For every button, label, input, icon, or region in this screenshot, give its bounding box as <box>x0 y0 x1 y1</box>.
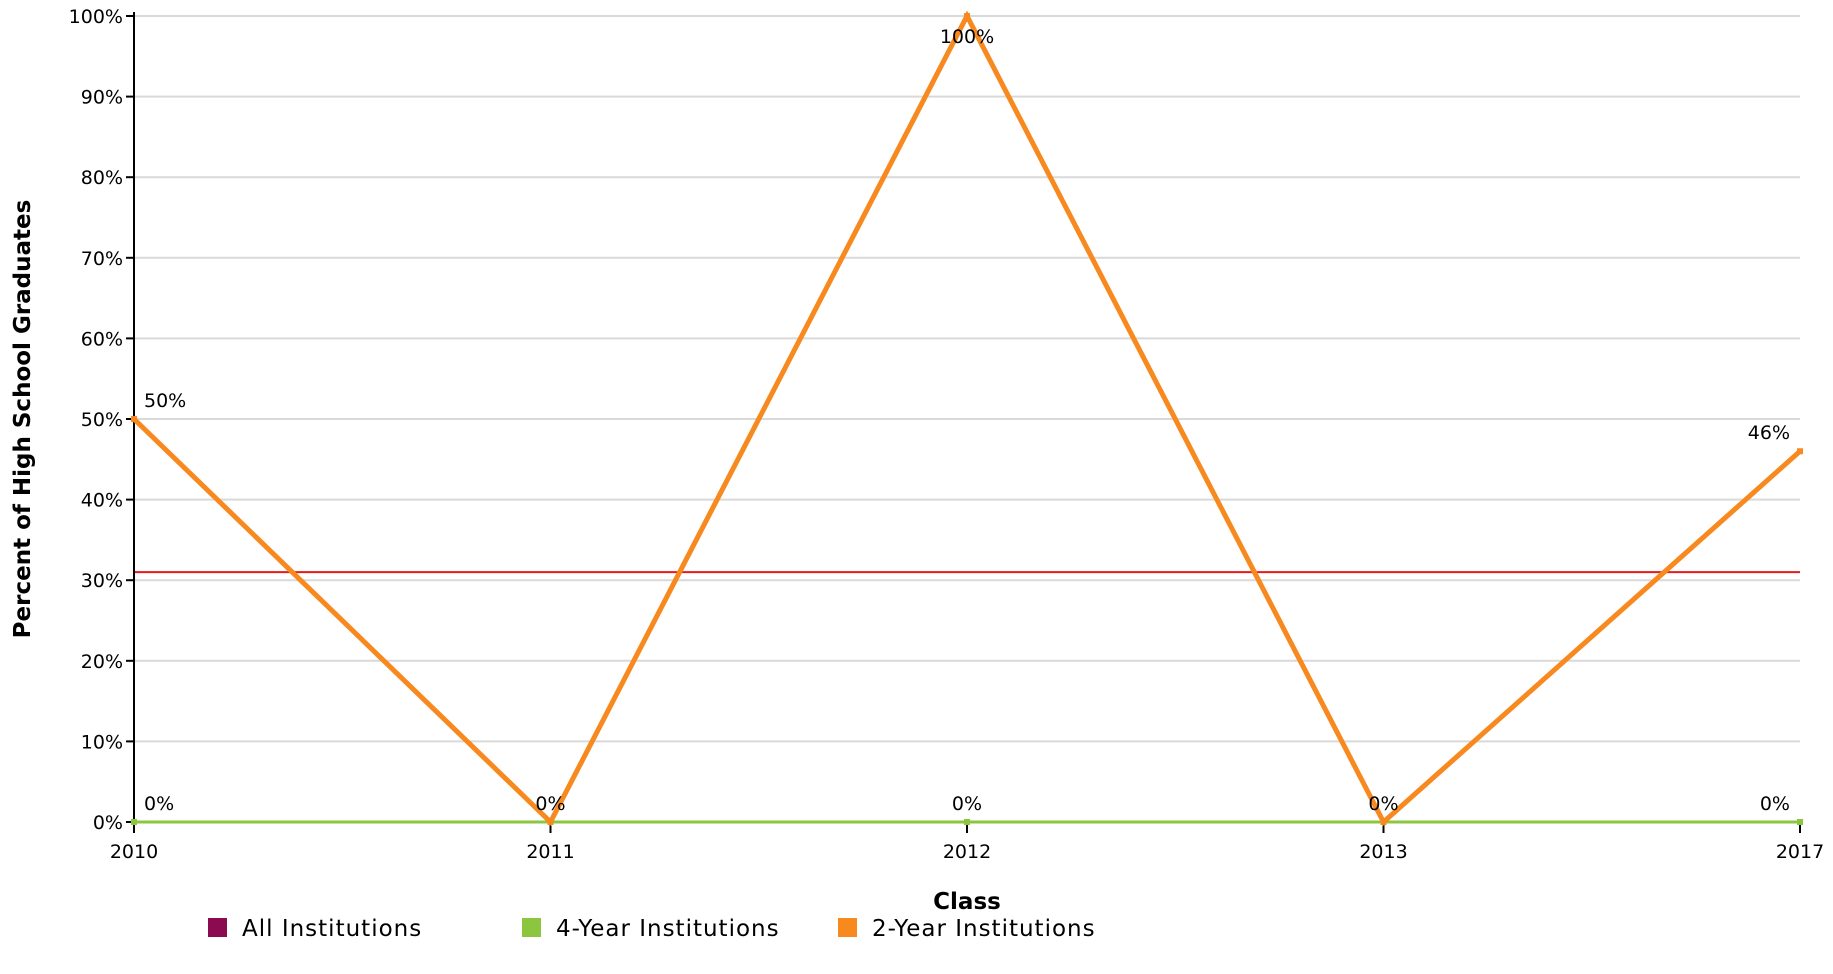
data-label: 0% <box>952 793 982 815</box>
data-point <box>131 416 137 422</box>
legend-label: 2-Year Institutions <box>872 916 1096 942</box>
legend-swatch <box>838 918 857 937</box>
data-point <box>1797 819 1803 825</box>
series-layer <box>131 10 1803 827</box>
data-point <box>964 819 970 825</box>
y-tick-label: 30% <box>81 570 123 592</box>
y-tick-label: 60% <box>81 328 123 350</box>
legend-label: 4-Year Institutions <box>556 916 780 942</box>
data-label: 46% <box>1748 422 1790 444</box>
y-tick-label: 40% <box>81 490 123 512</box>
data-label: 50% <box>144 390 186 412</box>
x-tick-label: 2011 <box>526 841 574 863</box>
x-tick-label: 2017 <box>1776 841 1824 863</box>
x-tick-label: 2013 <box>1359 841 1407 863</box>
gridlines <box>134 15 1800 743</box>
data-label: 100% <box>940 26 994 48</box>
y-tick-label: 70% <box>81 248 123 270</box>
x-tick-label: 2010 <box>110 841 158 863</box>
data-label: 0% <box>144 793 174 815</box>
data-label: 0% <box>1368 793 1398 815</box>
axes: 0% 10% 20% 30% 40% 50% 60% 70% 80% 90% 100% 2010 201… <box>69 6 1825 863</box>
y-tick-label: 0% <box>93 812 123 834</box>
legend-label: All Institutions <box>242 916 422 942</box>
y-tick-label: 20% <box>81 651 123 673</box>
data-point <box>1380 819 1387 825</box>
data-label: 0% <box>1760 793 1790 815</box>
data-point <box>547 819 554 825</box>
y-tick-label: 80% <box>81 167 123 189</box>
data-labels: 0% 0% 0% 0% 0% 50% 100% 46% <box>144 26 1790 815</box>
x-axis-title: Class <box>933 889 1001 915</box>
y-tick-label: 100% <box>69 6 123 28</box>
data-label: 0% <box>535 793 565 815</box>
legend: All Institutions 4-Year Institutions 2-Yea… <box>208 916 1096 942</box>
legend-swatch <box>208 918 227 937</box>
data-point <box>131 819 137 825</box>
y-axis-title: Percent of High School Graduates <box>10 200 36 639</box>
x-tick-label: 2012 <box>943 841 991 863</box>
legend-swatch <box>522 918 541 937</box>
data-point <box>964 13 970 19</box>
y-tick-label: 10% <box>81 731 123 753</box>
y-tick-label: 50% <box>81 409 123 431</box>
data-point <box>1797 448 1803 455</box>
y-tick-label: 90% <box>81 87 123 109</box>
